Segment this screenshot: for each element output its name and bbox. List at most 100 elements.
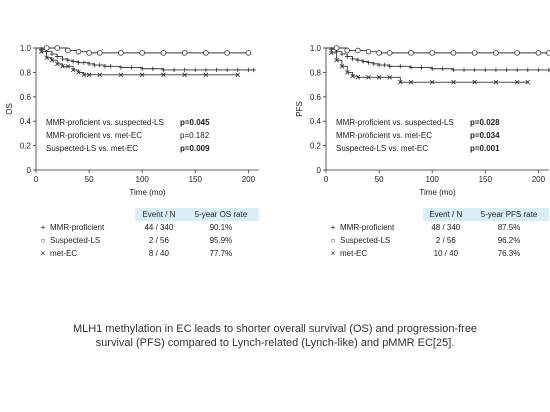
- censor-marks: [333, 45, 550, 56]
- plus-marker-icon: [60, 56, 65, 62]
- plus-marker-icon: [193, 67, 198, 73]
- circle-marker-icon: [203, 50, 209, 56]
- circle-marker-icon: [429, 50, 435, 56]
- circle-marker-icon: ○: [330, 236, 336, 245]
- plus-marker-icon: [251, 67, 256, 73]
- plus-marker-icon: [224, 67, 230, 73]
- plus-marker-icon: +: [330, 223, 336, 232]
- plus-marker-icon: [161, 67, 166, 73]
- table-row: × met-EC 10 / 40 76.3%: [326, 247, 549, 260]
- plus-marker-icon: [339, 51, 345, 57]
- y-tick-label: 1.0: [310, 44, 322, 53]
- cross-marker-icon: [118, 72, 124, 78]
- plus-marker-icon: [429, 66, 435, 71]
- comparison-label: Suspected-LS vs. met-EC: [336, 144, 428, 153]
- cross-marker-icon: [376, 74, 382, 80]
- circle-marker-icon: ○: [40, 236, 46, 245]
- y-tick-label: 0.8: [20, 68, 32, 77]
- event-n: 8 / 40: [148, 249, 169, 258]
- table-header-blank: [36, 208, 135, 221]
- cross-marker-icon: [76, 70, 81, 75]
- circle-marker-icon: [408, 50, 414, 56]
- plus-marker-icon: [76, 60, 81, 65]
- group-name: met-EC: [50, 249, 78, 258]
- plus-marker-icon: [86, 61, 92, 67]
- event-n: 2 / 56: [148, 236, 169, 245]
- y-tick-label: 0: [27, 166, 32, 175]
- cross-marker-icon: [97, 72, 102, 78]
- p-value: p=0.028: [470, 118, 500, 127]
- caption-line-1: MLH1 methylation in EC leads to shorter …: [72, 323, 478, 335]
- pfs-panel: 0 0.2 0.4 0.6 0.8 1.0 0 50 100 150 200 Time (mo) PFS…: [294, 40, 550, 265]
- survival-rate: 76.3%: [497, 249, 521, 258]
- plus-marker-icon: [49, 51, 55, 57]
- plus-marker-icon: [150, 66, 156, 71]
- circle-marker-icon: [355, 47, 361, 54]
- cross-marker-icon: [398, 79, 403, 85]
- event-n: 2 / 56: [435, 236, 456, 245]
- cross-marker-icon: [429, 79, 435, 85]
- cross-marker-icon: [408, 79, 414, 85]
- circle-marker-icon: [139, 50, 145, 56]
- y-tick-label: 0.2: [20, 142, 32, 151]
- circle-marker-icon: [365, 48, 372, 55]
- plus-marker-icon: [366, 60, 371, 65]
- plus-marker-icon: [514, 67, 520, 73]
- plus-marker-icon: [398, 64, 403, 69]
- plus-marker-icon: [493, 67, 499, 73]
- survival-curve: [36, 47, 238, 76]
- group-name: Suspected-LS: [50, 236, 101, 245]
- cross-marker-icon: [339, 64, 345, 69]
- cross-marker-icon: [514, 79, 520, 85]
- plus-marker-icon: [102, 64, 108, 69]
- p-value: p=0.045: [180, 118, 210, 127]
- survival-rate: 90.1%: [209, 223, 233, 232]
- p-value: p=0.034: [470, 131, 500, 140]
- x-tick-label: 50: [375, 175, 384, 184]
- censor-marks: [39, 49, 241, 78]
- figure-caption: MLH1 methylation in EC leads to shorter …: [0, 322, 550, 350]
- circle-marker-icon: [450, 50, 457, 56]
- cross-marker-icon: [39, 49, 44, 54]
- cross-marker-icon: [344, 70, 350, 75]
- comparison-label: MMR-proficient vs. met-EC: [336, 131, 432, 140]
- plus-marker-icon: [419, 65, 424, 70]
- circle-marker-icon: [386, 50, 393, 56]
- circle-marker-icon: [181, 50, 188, 56]
- p-value: p=0.182: [180, 131, 210, 140]
- cross-marker-icon: [235, 72, 241, 78]
- cross-marker-icon: [54, 61, 60, 67]
- circle-marker-icon: [224, 50, 230, 56]
- group-name: MMR-proficient: [50, 223, 105, 232]
- plus-marker-icon: [235, 67, 240, 73]
- plus-marker-icon: [408, 65, 414, 70]
- cross-marker-icon: [161, 72, 166, 78]
- plus-marker-icon: [546, 67, 550, 73]
- plus-marker-icon: [350, 56, 355, 62]
- plus-marker-icon: [345, 54, 350, 59]
- plus-marker-icon: [461, 67, 467, 73]
- table-header-blank: [326, 208, 423, 221]
- table-header-event: Event / N: [422, 208, 470, 221]
- circle-marker-icon: [54, 45, 61, 51]
- cross-marker-icon: [81, 72, 87, 78]
- y-tick-label: 0: [317, 166, 322, 175]
- cross-marker-icon: [525, 79, 531, 85]
- censor-marks: [43, 45, 252, 56]
- plus-marker-icon: [81, 60, 86, 65]
- y-axis-label: OS: [5, 103, 14, 115]
- group-name: MMR-proficient: [340, 223, 395, 232]
- cross-marker-icon: ×: [330, 249, 336, 258]
- cross-marker-icon: [182, 72, 187, 78]
- caption-line-2: survival (PFS) compared to Lynch-related…: [95, 337, 455, 349]
- survival-rate: 87.5%: [497, 223, 521, 232]
- group-name: Suspected-LS: [340, 236, 391, 245]
- circle-marker-icon: [245, 50, 252, 56]
- circle-marker-icon: [546, 50, 550, 56]
- x-tick-label: 200: [242, 175, 256, 184]
- x-tick-label: 200: [532, 175, 546, 184]
- table-row: + MMR-proficient 48 / 340 87.5%: [326, 221, 549, 234]
- plus-marker-icon: [387, 64, 392, 69]
- plus-marker-icon: [171, 67, 177, 73]
- cross-marker-icon: [49, 57, 55, 63]
